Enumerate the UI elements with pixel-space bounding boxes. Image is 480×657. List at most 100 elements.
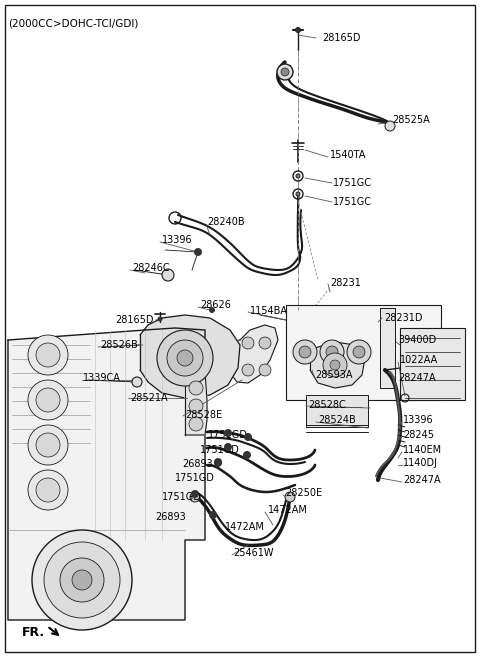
Circle shape <box>189 399 203 413</box>
Polygon shape <box>225 325 278 383</box>
Circle shape <box>44 542 120 618</box>
Circle shape <box>299 346 311 358</box>
Circle shape <box>214 458 222 466</box>
Bar <box>380 308 395 388</box>
Circle shape <box>259 364 271 376</box>
Circle shape <box>36 433 60 457</box>
Text: 39400D: 39400D <box>398 335 436 345</box>
Bar <box>400 328 465 400</box>
Circle shape <box>347 340 371 364</box>
Text: 28593A: 28593A <box>315 370 352 380</box>
Circle shape <box>277 64 293 80</box>
Circle shape <box>28 425 68 465</box>
Text: 28528E: 28528E <box>185 410 222 420</box>
Circle shape <box>224 429 232 437</box>
Circle shape <box>293 340 317 364</box>
Circle shape <box>36 388 60 412</box>
Text: 28231: 28231 <box>330 278 361 288</box>
Circle shape <box>296 28 300 32</box>
Text: 28524B: 28524B <box>318 415 356 425</box>
Circle shape <box>28 470 68 510</box>
Text: 28231D: 28231D <box>384 313 422 323</box>
Text: 28526B: 28526B <box>100 340 138 350</box>
Circle shape <box>209 511 217 519</box>
Text: 28528C: 28528C <box>308 400 346 410</box>
Circle shape <box>326 346 338 358</box>
Text: 28165D: 28165D <box>115 315 154 325</box>
Text: 1472AM: 1472AM <box>225 522 265 532</box>
Text: 28240B: 28240B <box>207 217 245 227</box>
Text: 1140DJ: 1140DJ <box>403 458 438 468</box>
Text: (2000CC>DOHC-TCI/GDI): (2000CC>DOHC-TCI/GDI) <box>8 18 138 28</box>
Circle shape <box>60 558 104 602</box>
Circle shape <box>323 353 347 377</box>
Circle shape <box>189 417 203 431</box>
Circle shape <box>132 377 142 387</box>
Circle shape <box>242 364 254 376</box>
Text: 26893: 26893 <box>182 459 213 469</box>
Text: 1751GC: 1751GC <box>333 197 372 207</box>
Text: 28247A: 28247A <box>403 475 441 485</box>
Polygon shape <box>140 315 240 398</box>
Circle shape <box>353 346 365 358</box>
Circle shape <box>36 478 60 502</box>
Circle shape <box>167 340 203 376</box>
Circle shape <box>157 330 213 386</box>
Circle shape <box>296 174 300 178</box>
Circle shape <box>191 490 199 498</box>
Text: FR.: FR. <box>22 625 45 639</box>
Circle shape <box>224 443 232 451</box>
Circle shape <box>330 360 340 370</box>
Text: 1339CA: 1339CA <box>83 373 121 383</box>
Circle shape <box>243 451 251 459</box>
Text: 28245: 28245 <box>403 430 434 440</box>
Text: 28626: 28626 <box>200 300 231 310</box>
Circle shape <box>281 68 289 76</box>
Circle shape <box>28 335 68 375</box>
Text: 1751GD: 1751GD <box>175 473 215 483</box>
Circle shape <box>320 340 344 364</box>
Polygon shape <box>310 342 365 388</box>
Text: 1540TA: 1540TA <box>330 150 366 160</box>
Circle shape <box>157 317 163 321</box>
Text: 1140EM: 1140EM <box>403 445 442 455</box>
Text: 28250E: 28250E <box>285 488 322 498</box>
Text: 1751GD: 1751GD <box>162 492 202 502</box>
Text: 26893: 26893 <box>155 512 186 522</box>
Circle shape <box>28 380 68 420</box>
Text: 28165D: 28165D <box>322 33 360 43</box>
Circle shape <box>296 192 300 196</box>
Polygon shape <box>8 328 205 620</box>
Polygon shape <box>185 372 207 435</box>
Circle shape <box>162 269 174 281</box>
Text: 28525A: 28525A <box>392 115 430 125</box>
Text: 1751GC: 1751GC <box>333 178 372 188</box>
Circle shape <box>214 459 222 467</box>
Text: 1022AA: 1022AA <box>400 355 438 365</box>
Text: 1154BA: 1154BA <box>250 306 288 316</box>
Circle shape <box>72 570 92 590</box>
Circle shape <box>194 248 202 256</box>
Circle shape <box>177 350 193 366</box>
Text: 13396: 13396 <box>162 235 192 245</box>
Text: 1751GD: 1751GD <box>200 445 240 455</box>
Circle shape <box>285 492 295 502</box>
Circle shape <box>36 343 60 367</box>
Circle shape <box>32 530 132 630</box>
Circle shape <box>189 381 203 395</box>
Circle shape <box>190 492 200 502</box>
Circle shape <box>259 337 271 349</box>
Text: 25461W: 25461W <box>233 548 274 558</box>
Text: 1751GD: 1751GD <box>208 430 248 440</box>
Bar <box>306 395 368 427</box>
Circle shape <box>209 307 215 313</box>
Text: 1472AM: 1472AM <box>268 505 308 515</box>
Text: 28521A: 28521A <box>130 393 168 403</box>
Circle shape <box>244 433 252 441</box>
Text: 28247A: 28247A <box>398 373 436 383</box>
Text: 13396: 13396 <box>403 415 433 425</box>
Bar <box>286 305 441 400</box>
Circle shape <box>385 121 395 131</box>
Text: 28246C: 28246C <box>132 263 169 273</box>
Circle shape <box>242 337 254 349</box>
